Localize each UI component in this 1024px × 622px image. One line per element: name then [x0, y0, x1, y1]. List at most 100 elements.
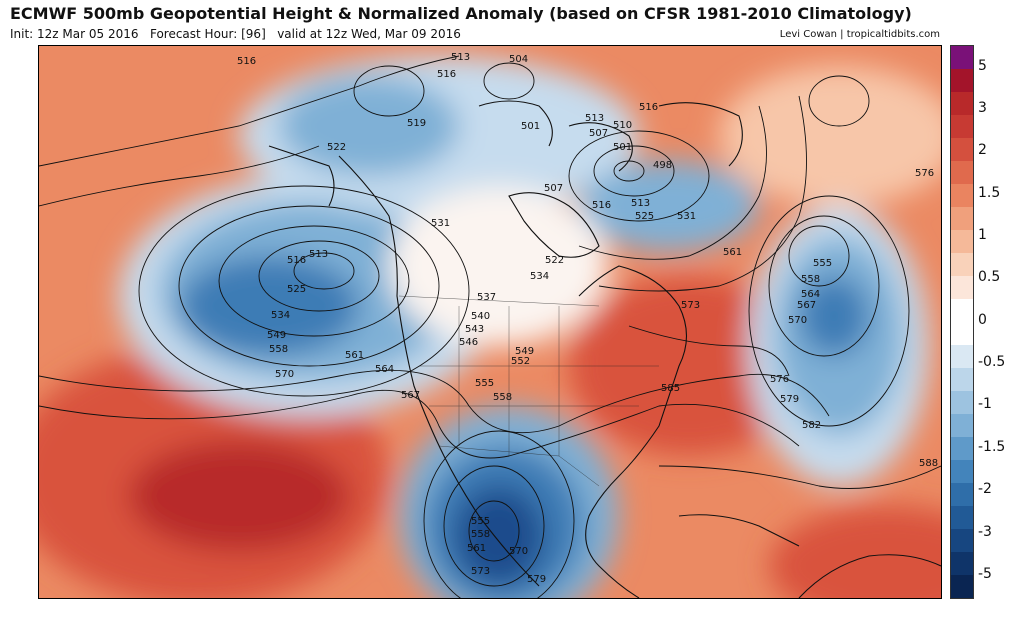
colorbar-segment: [951, 115, 973, 138]
valid-time: valid at 12z Wed, Mar 09 2016: [277, 27, 461, 41]
contour-atlantic-low-1: [788, 225, 850, 287]
contour-label: 498: [653, 160, 672, 171]
colorbar-segment: [951, 345, 973, 368]
colorbar-segment: [951, 529, 973, 552]
contour-arctic-low-1: [483, 62, 535, 100]
coast-alaska: [268, 145, 335, 207]
anomaly-map: 516 513 504 516 519 522 501 513 507 510 …: [38, 45, 942, 599]
contour-hudson-low-1: [613, 160, 645, 182]
colorbar-segment: [951, 552, 973, 575]
contour-labels: 516 513 504 516 519 522 501 513 507 510 …: [237, 52, 938, 585]
colorbar-label: -1.5: [978, 439, 1006, 455]
colorbar-segment: [951, 46, 973, 69]
anomaly-canada-white: [389, 186, 609, 346]
colorbar-segment: [951, 207, 973, 230]
colorbar-segment: [951, 368, 973, 391]
height-contours: [39, 55, 941, 598]
contour-label: 561: [345, 350, 364, 361]
colorbar-segment: [951, 575, 973, 598]
colorbar-label: 1.5: [978, 185, 1001, 201]
contour-label: 513: [309, 249, 328, 260]
boundary-states-1: [419, 306, 659, 456]
contour-label: 504: [509, 54, 528, 65]
contour-label: 567: [401, 390, 420, 401]
colorbar-label: 5: [978, 58, 987, 74]
anomaly-pacific-low-core: [179, 256, 359, 356]
contour-label: 588: [919, 458, 938, 469]
contour-label: 561: [467, 543, 486, 554]
anomaly-pacific-hot: [129, 441, 349, 551]
coast-greenland: [658, 102, 743, 167]
contour-label: 567: [797, 300, 816, 311]
boundary-canada-us: [398, 295, 600, 307]
contour-label: 513: [451, 52, 470, 63]
contour-label: 570: [788, 315, 807, 326]
contour-label: 507: [589, 128, 608, 139]
contour-label: 561: [723, 247, 742, 258]
contour-pacific-low-2: [258, 240, 380, 312]
init-time: Init: 12z Mar 05 2016: [10, 27, 139, 41]
contour-label: 519: [407, 118, 426, 129]
contour-pacific-low-3: [218, 225, 410, 337]
contour-label: 507: [544, 183, 563, 194]
contour-atlantic-high: [808, 75, 870, 127]
anomaly-field: [39, 56, 941, 598]
anomaly-mexico-low-core: [454, 486, 544, 586]
colorbar-label: 3: [978, 100, 987, 116]
coast-cuba: [678, 514, 800, 547]
contour-zonal-4: [39, 145, 320, 207]
forecast-hour: Forecast Hour: [96]: [149, 27, 266, 41]
colorbar-segment: [951, 437, 973, 460]
boundaries: [398, 295, 659, 487]
contour-label: 576: [915, 168, 934, 179]
contour-label: 552: [511, 356, 530, 367]
coast-hudson: [508, 192, 600, 258]
anomaly-arctic-blue: [279, 76, 459, 176]
colorbar-label: 0.5: [978, 269, 1001, 285]
coast-south-america: [798, 554, 941, 598]
contour-zonal-3: [39, 55, 460, 167]
contour-label: 573: [471, 566, 490, 577]
contour-label: 579: [527, 574, 546, 585]
contour-east-3: [628, 325, 790, 377]
chart-title: ECMWF 500mb Geopotential Height & Normal…: [10, 4, 912, 23]
colorbar-segment: [951, 414, 973, 437]
contour-label: 549: [515, 346, 534, 357]
contour-label: 510: [613, 120, 632, 131]
contour-label: 522: [327, 142, 346, 153]
coast-west-america: [338, 155, 540, 587]
colorbar-label: 0: [978, 312, 987, 328]
colorbar-label: 1: [978, 227, 987, 243]
contour-east-2: [598, 95, 807, 292]
colorbar-label: -0.5: [978, 354, 1006, 370]
contour-label: 513: [585, 113, 604, 124]
contour-label: 531: [431, 218, 450, 229]
contour-label: 558: [493, 392, 512, 403]
contour-label: 585: [661, 383, 680, 394]
colorbar-segment: [951, 460, 973, 483]
credit-text: Levi Cowan | tropicaltidbits.com: [779, 29, 940, 40]
contour-label: 555: [471, 516, 490, 527]
colorbar-segment: [951, 161, 973, 184]
contour-label: 582: [802, 420, 821, 431]
contour-mexico-low-1: [468, 500, 520, 562]
contour-pacific-low-5: [138, 185, 470, 397]
contour-mexico-low-2: [443, 465, 545, 587]
colorbar-label: 2: [978, 142, 987, 158]
contour-label: 558: [801, 274, 820, 285]
contour-pacific-low-1: [293, 252, 355, 290]
contour-label: 531: [677, 211, 696, 222]
colorbar-label: -1: [978, 396, 992, 412]
contour-label: 501: [613, 142, 632, 153]
colorbar-segment: [951, 299, 973, 322]
contour-label: 546: [459, 337, 478, 348]
contour-label: 522: [545, 255, 564, 266]
contour-label: 540: [471, 311, 490, 322]
contour-label: 516: [437, 69, 456, 80]
anomaly-north-atl-warm: [719, 66, 941, 206]
colorbar-segment: [951, 230, 973, 253]
contour-label: 558: [471, 529, 490, 540]
contour-hudson-low-2: [593, 145, 675, 197]
contour-label: 579: [780, 394, 799, 405]
run-info: Init: 12z Mar 05 2016 Forecast Hour: [96…: [10, 27, 461, 41]
